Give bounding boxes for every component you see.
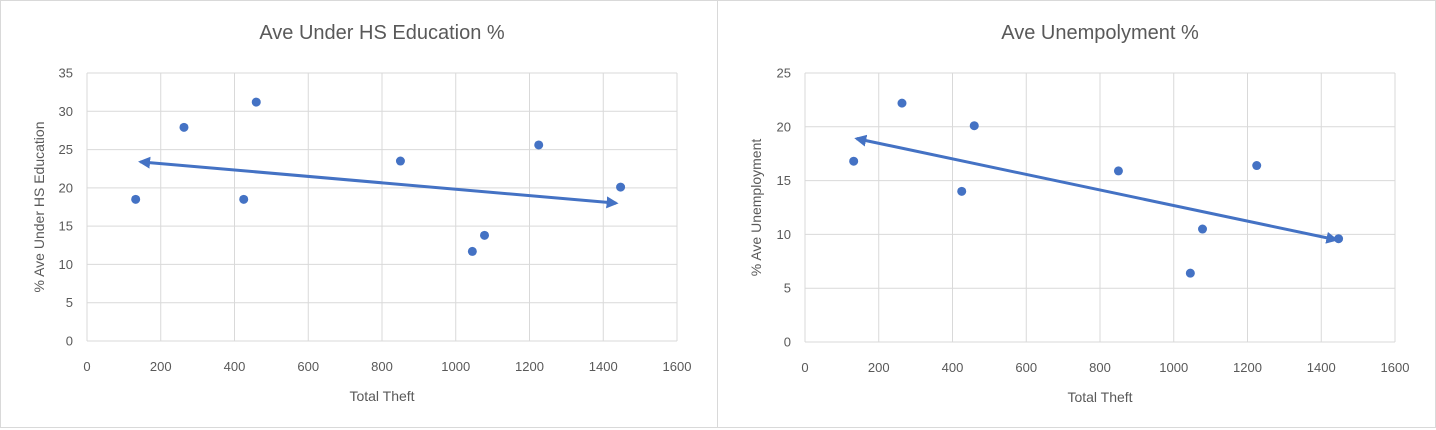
- y-axis-label: % Ave Under HS Education: [31, 122, 47, 293]
- x-tick-label: 1200: [1233, 360, 1262, 375]
- data-point: [849, 156, 859, 166]
- data-point: [251, 97, 261, 107]
- x-tick-label: 1400: [589, 359, 618, 374]
- data-point: [957, 186, 967, 196]
- scatter-chart-education: Ave Under HS Education % 0 5 10 15 20 25 30 35 0 2…: [31, 22, 692, 404]
- y-tick-label: 20: [777, 119, 791, 134]
- x-tick-label: 600: [1015, 360, 1037, 375]
- x-tick-label: 600: [297, 359, 319, 374]
- data-point: [897, 98, 907, 108]
- data-point: [480, 230, 490, 240]
- x-tick-label: 400: [942, 360, 964, 375]
- data-point: [1185, 268, 1195, 278]
- chart-title: Ave Under HS Education %: [259, 22, 505, 44]
- y-tick-label: 25: [59, 142, 73, 157]
- data-point: [179, 122, 189, 132]
- x-tick-label: 1600: [1381, 360, 1410, 375]
- data-point: [1334, 234, 1344, 244]
- x-tick-label: 800: [1089, 360, 1111, 375]
- y-axis-label: % Ave Unemployment: [748, 139, 764, 277]
- y-tick-label: 5: [66, 295, 73, 310]
- y-tick-label: 20: [59, 180, 73, 195]
- data-point: [395, 156, 405, 166]
- x-axis-label: Total Theft: [349, 388, 414, 404]
- data-point: [467, 246, 477, 256]
- x-tick-label: 1200: [515, 359, 544, 374]
- data-point: [969, 121, 979, 131]
- data-point: [534, 140, 544, 150]
- x-tick-label: 1000: [1159, 360, 1188, 375]
- data-point: [1113, 166, 1123, 176]
- data-point: [239, 194, 249, 204]
- x-tick-label: 1000: [441, 359, 470, 374]
- y-tick-label: 10: [59, 257, 73, 272]
- data-point: [1252, 161, 1262, 171]
- y-tick-label: 15: [777, 173, 791, 188]
- scatter-chart-unemployment: Ave Unempolyment % 0 5 10 15 20 25 0 200 400 600 80…: [748, 22, 1410, 405]
- x-tick-label: 200: [868, 360, 890, 375]
- x-tick-label: 800: [371, 359, 393, 374]
- y-tick-label: 0: [66, 334, 73, 349]
- data-point: [1198, 224, 1208, 234]
- x-axis-label: Total Theft: [1067, 389, 1132, 405]
- x-tick-label: 400: [224, 359, 246, 374]
- data-point: [616, 182, 626, 192]
- trendline: [138, 156, 619, 209]
- y-tick-label: 25: [777, 66, 791, 81]
- chart-title: Ave Unempolyment %: [1001, 22, 1199, 44]
- y-tick-label: 35: [59, 66, 73, 81]
- chart-panel-unemployment: Ave Unempolyment % 0 5 10 15 20 25 0 200 400 600 80…: [717, 0, 1436, 428]
- x-tick-label: 1400: [1307, 360, 1336, 375]
- x-tick-label: 1600: [663, 359, 692, 374]
- y-tick-label: 0: [784, 335, 791, 350]
- x-tick-label: 0: [801, 360, 808, 375]
- x-tick-label: 0: [83, 359, 90, 374]
- y-tick-label: 10: [777, 227, 791, 242]
- data-point: [131, 194, 141, 204]
- trendline: [854, 134, 1339, 244]
- y-tick-label: 15: [59, 219, 73, 234]
- x-tick-label: 200: [150, 359, 172, 374]
- chart-panel-education: Ave Under HS Education % 0 5 10 15 20 25 30 35 0 2…: [0, 0, 718, 428]
- y-tick-label: 5: [784, 281, 791, 296]
- y-tick-label: 30: [59, 104, 73, 119]
